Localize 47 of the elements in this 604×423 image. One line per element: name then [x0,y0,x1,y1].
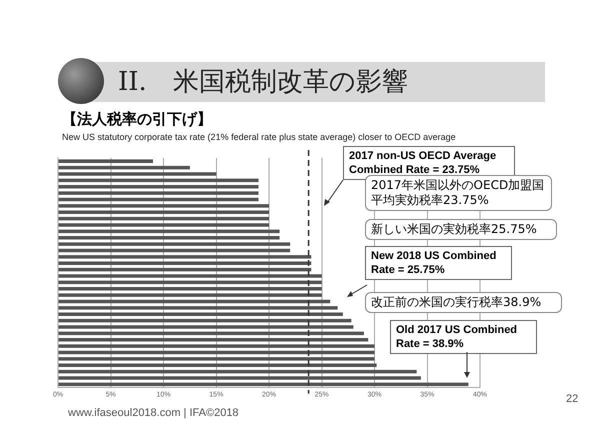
text: www.ifaseoul2018.com | IFA©2018 [68,407,239,419]
chart-subtitle: 【法人税率の引下げ】 [62,110,212,129]
bar [58,280,322,284]
bar [58,166,190,170]
bar [58,236,280,240]
text: 22 [566,393,578,405]
x-axis-title: New US statutory corporate tax rate (21% federal rate plus state average) closer to OECD average [62,132,456,142]
bar [58,370,417,374]
bar [58,382,468,386]
annotation: New 2018 US Combined Rate = 25.75% [365,246,512,280]
bar [58,242,290,246]
bar [58,318,352,322]
bar [58,191,258,195]
chart-title: II. 米国税制改革の影響 [118,66,408,99]
bar [58,344,375,348]
bar [58,350,375,354]
bar [58,376,421,380]
bar [58,364,377,368]
bar [58,248,290,252]
bar [58,216,270,220]
annotation: 新しい米国の実効税率25.75% [365,219,557,240]
bar [58,172,216,176]
annotation: 改正前の米国の実行税率38.9% [365,292,562,313]
bar [58,286,322,290]
bar [58,230,280,234]
bar [58,357,375,361]
bar [58,255,312,259]
bar [58,198,258,202]
bar [58,338,368,342]
bar [58,332,364,336]
bar [58,159,153,163]
bar [58,268,312,272]
bar [58,325,354,329]
bar [58,306,338,310]
bar [58,312,343,316]
bar [58,293,322,297]
bar [58,210,270,214]
bar [58,184,258,188]
bar [58,261,312,265]
bar [58,223,270,227]
bar [58,204,270,208]
annotation: 2017年米国以外のOECD加盟国平均実効税率23.75% [365,175,552,211]
annotation: Old 2017 US Combined Rate = 38.9% [390,320,537,354]
bar [58,274,322,278]
bar [58,300,330,304]
annotation: 2017 non-US OECD Average Combined Rate = 23.75% [349,150,496,176]
bar [58,178,258,182]
